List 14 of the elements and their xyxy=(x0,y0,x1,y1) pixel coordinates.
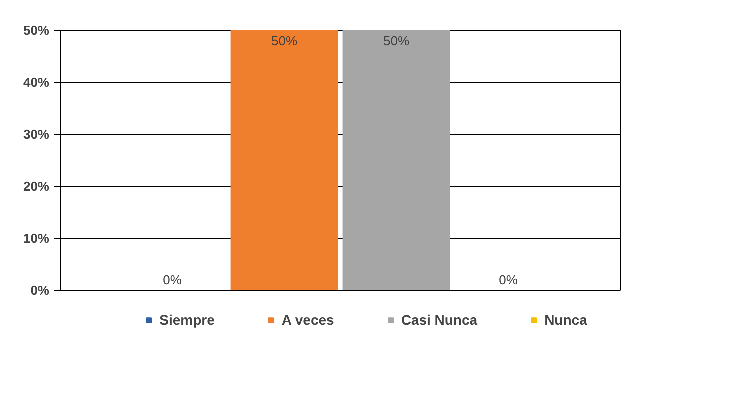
y-tick-label: 50% xyxy=(23,23,50,38)
data-label: 50% xyxy=(383,34,410,48)
data-label: 0% xyxy=(499,272,518,288)
y-tick-label: 0% xyxy=(30,283,50,298)
y-tick-label: 30% xyxy=(23,127,50,142)
legend-label: Casi Nunca xyxy=(401,312,478,328)
legend-label: Siempre xyxy=(160,312,215,328)
legend-label: Nunca xyxy=(544,312,588,328)
y-tick-label: 10% xyxy=(23,231,50,246)
y-tick-label: 20% xyxy=(23,179,50,194)
data-label: 50% xyxy=(271,34,298,48)
data-label: 0% xyxy=(163,272,182,288)
y-tick-label: 40% xyxy=(23,75,50,90)
legend-label: A veces xyxy=(282,312,334,328)
